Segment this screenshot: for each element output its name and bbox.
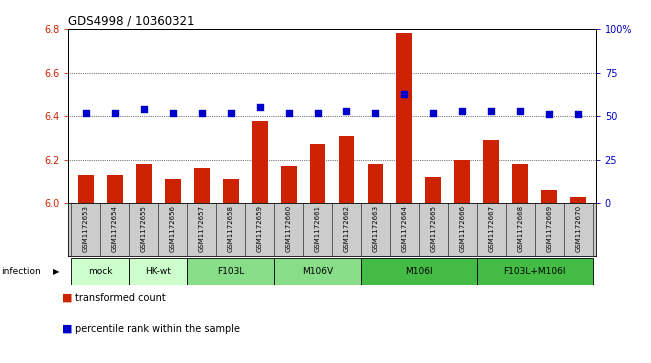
Bar bbox=[484, 140, 499, 203]
Bar bbox=[71, 258, 129, 285]
Bar bbox=[477, 258, 593, 285]
Text: ■: ■ bbox=[62, 293, 72, 303]
Text: GSM1172657: GSM1172657 bbox=[199, 205, 204, 252]
Bar bbox=[281, 166, 296, 203]
Text: F103L+M106I: F103L+M106I bbox=[504, 267, 566, 276]
Bar bbox=[310, 144, 326, 203]
Text: GSM1172653: GSM1172653 bbox=[83, 205, 89, 252]
Bar bbox=[107, 175, 122, 203]
Text: M106V: M106V bbox=[302, 267, 333, 276]
Text: GSM1172658: GSM1172658 bbox=[228, 205, 234, 252]
Point bbox=[197, 110, 207, 115]
Bar bbox=[396, 33, 413, 203]
Point bbox=[457, 108, 467, 114]
Bar bbox=[570, 197, 587, 203]
Bar bbox=[339, 136, 354, 203]
Text: mock: mock bbox=[88, 267, 113, 276]
Text: ▶: ▶ bbox=[53, 267, 60, 276]
Text: GDS4998 / 10360321: GDS4998 / 10360321 bbox=[68, 15, 195, 28]
Point bbox=[167, 110, 178, 115]
Text: ■: ■ bbox=[62, 323, 72, 334]
Point bbox=[341, 108, 352, 114]
Point bbox=[283, 110, 294, 115]
Bar bbox=[454, 160, 471, 203]
Point bbox=[515, 108, 525, 114]
Point bbox=[139, 106, 149, 112]
Point bbox=[399, 91, 409, 97]
Bar bbox=[77, 175, 94, 203]
Bar bbox=[512, 164, 529, 203]
Text: GSM1172663: GSM1172663 bbox=[372, 205, 378, 252]
Bar bbox=[135, 164, 152, 203]
Point bbox=[225, 110, 236, 115]
Bar bbox=[251, 121, 268, 203]
Point bbox=[312, 110, 323, 115]
Text: GSM1172659: GSM1172659 bbox=[256, 205, 262, 252]
Bar bbox=[542, 190, 557, 203]
Text: GSM1172665: GSM1172665 bbox=[430, 205, 436, 252]
Bar bbox=[368, 164, 383, 203]
Text: percentile rank within the sample: percentile rank within the sample bbox=[75, 323, 240, 334]
Text: GSM1172656: GSM1172656 bbox=[170, 205, 176, 252]
Text: GSM1172667: GSM1172667 bbox=[488, 205, 494, 252]
Text: GSM1172666: GSM1172666 bbox=[460, 205, 465, 252]
Text: GSM1172664: GSM1172664 bbox=[402, 205, 408, 252]
Text: HK-wt: HK-wt bbox=[145, 267, 171, 276]
Point bbox=[428, 110, 439, 115]
Text: GSM1172669: GSM1172669 bbox=[546, 205, 552, 252]
Bar bbox=[426, 177, 441, 203]
Point bbox=[81, 110, 91, 115]
Bar bbox=[274, 258, 361, 285]
Text: GSM1172660: GSM1172660 bbox=[286, 205, 292, 252]
Point bbox=[255, 105, 265, 110]
Bar bbox=[361, 258, 477, 285]
Text: GSM1172661: GSM1172661 bbox=[314, 205, 320, 252]
Bar bbox=[129, 258, 187, 285]
Text: infection: infection bbox=[1, 267, 40, 276]
Point bbox=[486, 108, 497, 114]
Bar bbox=[165, 179, 180, 203]
Bar bbox=[193, 168, 210, 203]
Text: GSM1172655: GSM1172655 bbox=[141, 205, 146, 252]
Text: GSM1172670: GSM1172670 bbox=[575, 205, 581, 252]
Text: GSM1172662: GSM1172662 bbox=[344, 205, 350, 252]
Text: transformed count: transformed count bbox=[75, 293, 165, 303]
Text: M106I: M106I bbox=[405, 267, 433, 276]
Bar bbox=[223, 179, 238, 203]
Point bbox=[544, 111, 555, 117]
Text: F103L: F103L bbox=[217, 267, 244, 276]
Point bbox=[573, 111, 583, 117]
Text: GSM1172668: GSM1172668 bbox=[518, 205, 523, 252]
Text: GSM1172654: GSM1172654 bbox=[112, 205, 118, 252]
Point bbox=[370, 110, 381, 115]
Point bbox=[109, 110, 120, 115]
Bar bbox=[187, 258, 274, 285]
